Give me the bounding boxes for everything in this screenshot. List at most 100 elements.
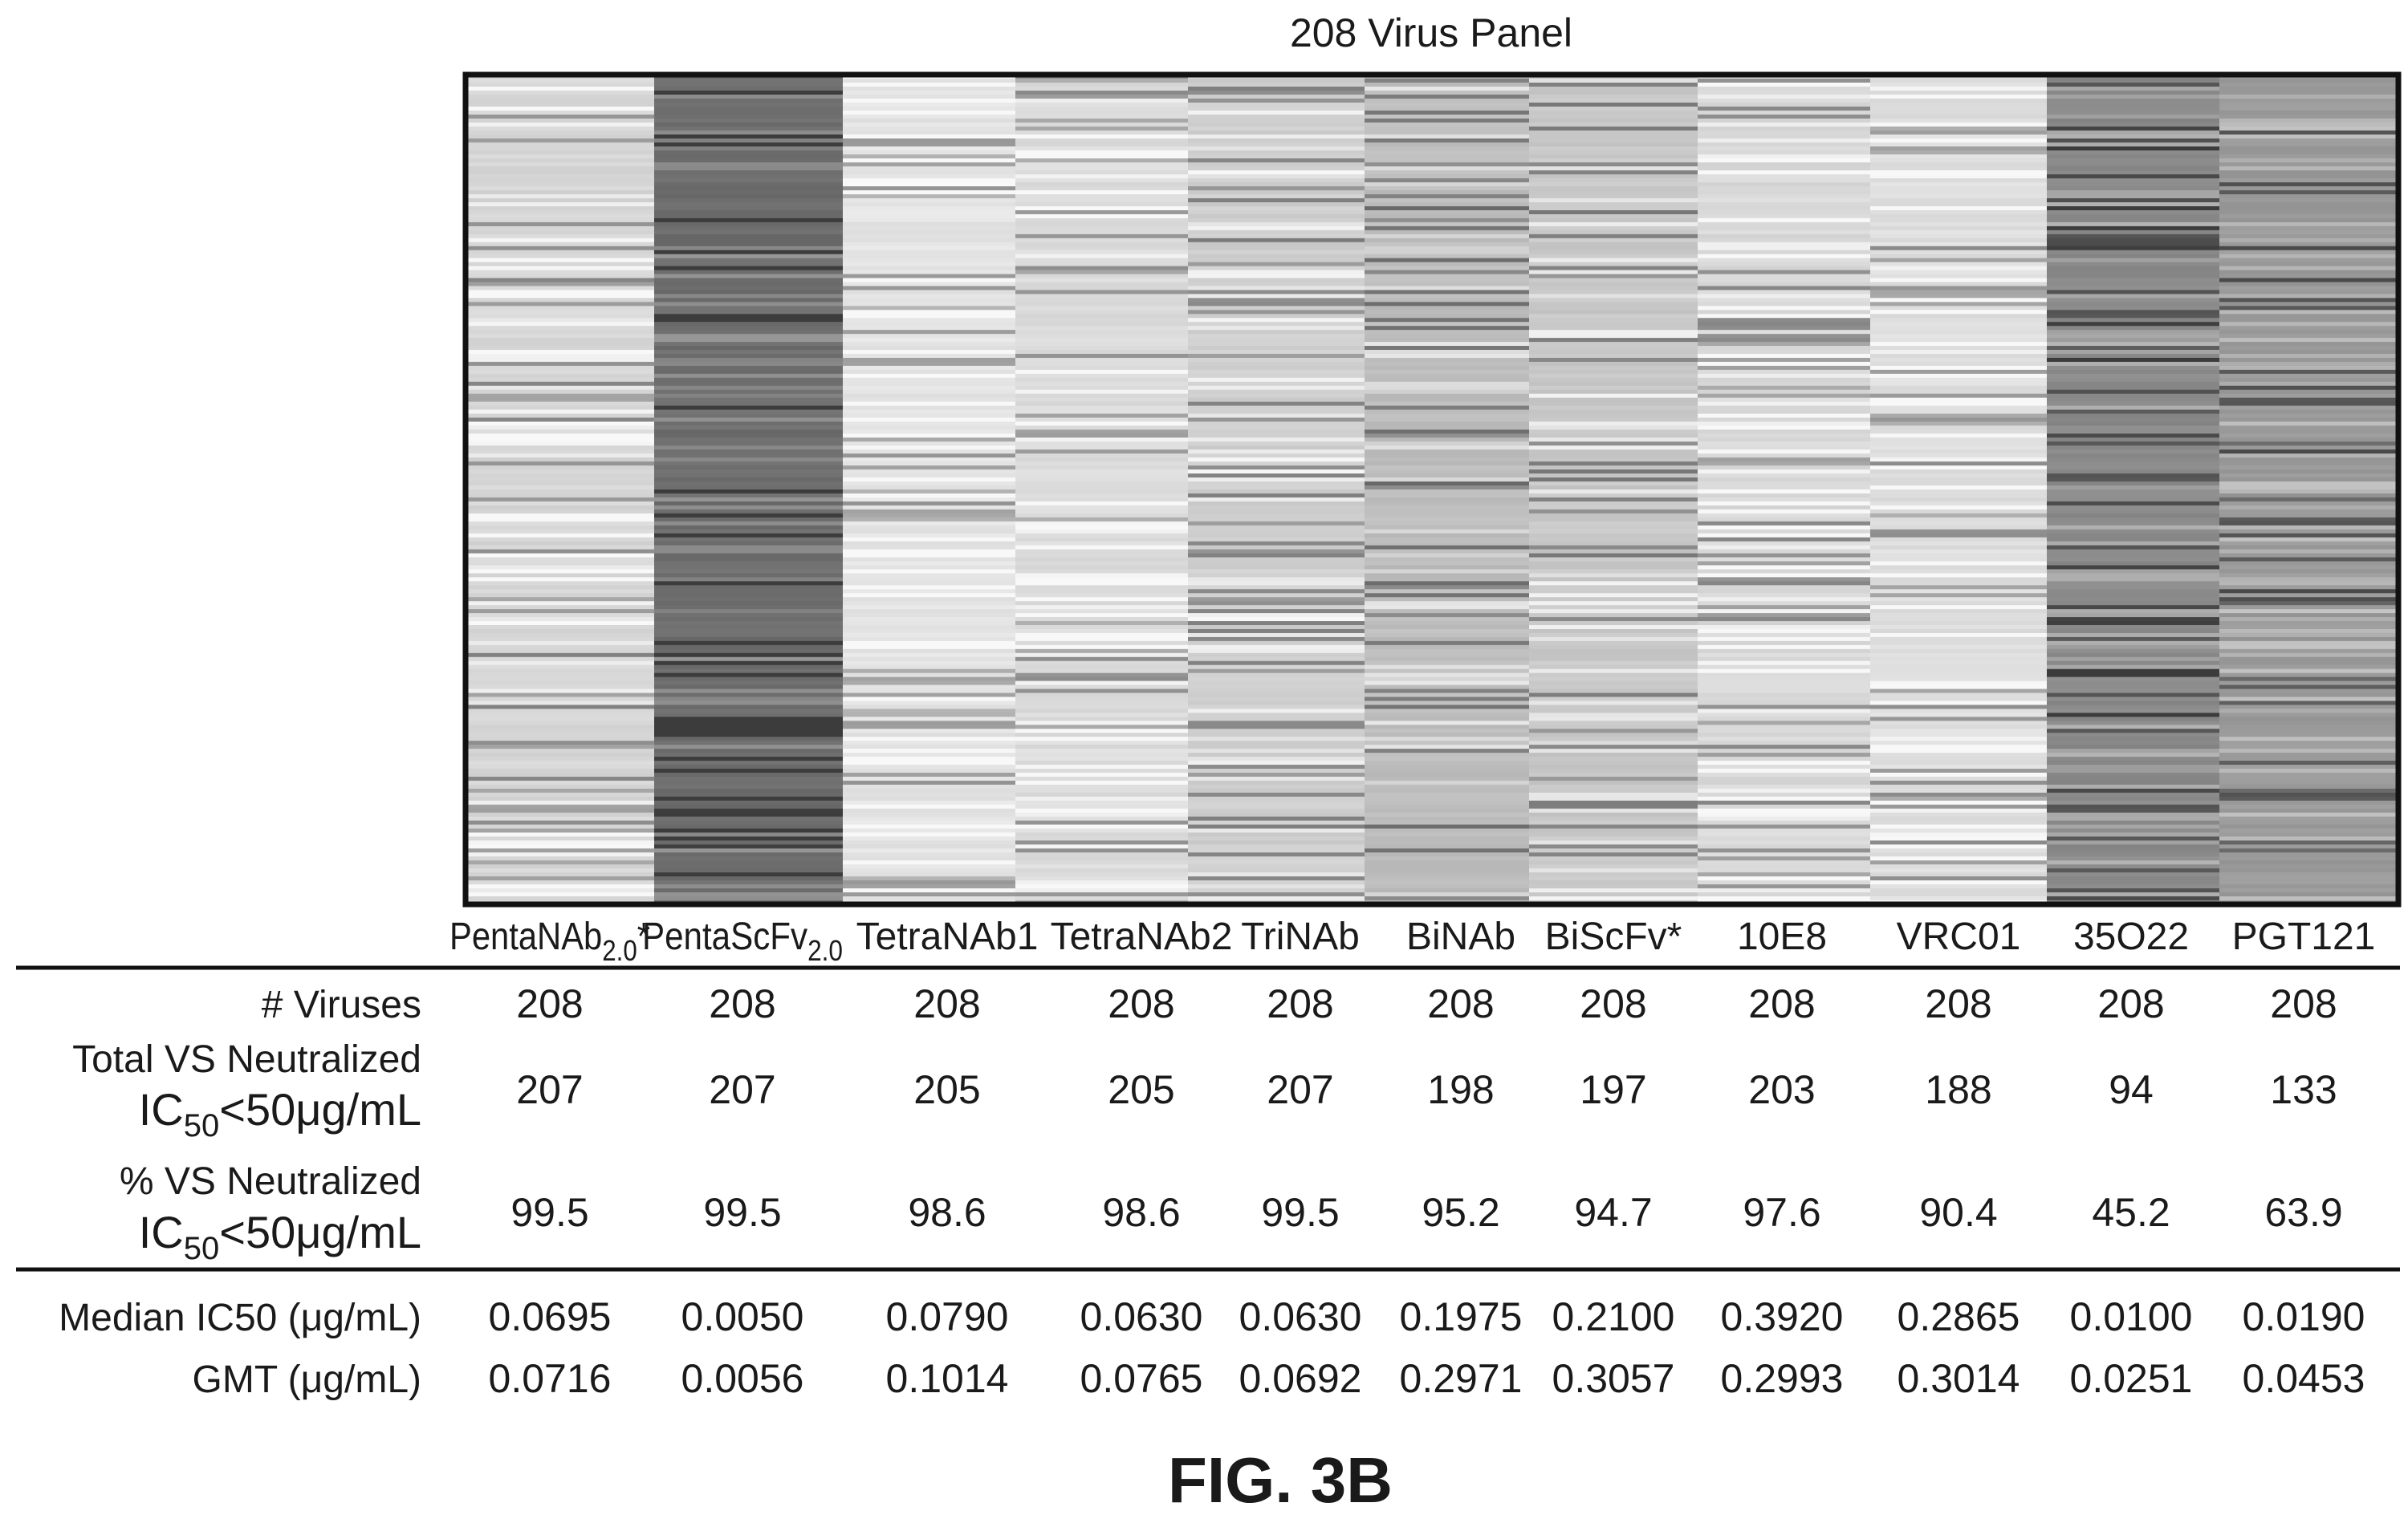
heatmap-cell [1870, 868, 2047, 873]
heatmap-cell [1188, 640, 1365, 646]
heatmap-cell [843, 668, 1015, 674]
heatmap-cell [1870, 688, 2047, 694]
heatmap-cell [1015, 804, 1188, 810]
heatmap-cell [1188, 660, 1365, 666]
heatmap-cell [1698, 749, 1870, 753]
heatmap-cell [1870, 246, 2047, 251]
heatmap-cell [1529, 433, 1698, 438]
heatmap-cell [2047, 234, 2219, 239]
heatmap-cell [1365, 561, 1529, 567]
heatmap-cell [2047, 721, 2219, 725]
heatmap-cell [2219, 896, 2398, 901]
heatmap-cell [466, 828, 654, 834]
heatmap-cell [1870, 86, 2047, 91]
heatmap-cell [2219, 721, 2398, 725]
heatmap-cell [843, 82, 1015, 87]
heatmap-cell [1698, 796, 1870, 802]
heatmap-cell [1870, 513, 2047, 518]
heatmap-cell [843, 282, 1015, 287]
heatmap-cell [654, 513, 843, 518]
heatmap-cell [1870, 820, 2047, 826]
heatmap-cell [2219, 221, 2398, 227]
heatmap-cell [466, 844, 654, 850]
heatmap-cell [1015, 852, 1188, 857]
heatmap-cell [1365, 134, 1529, 140]
heatmap-cell [1698, 868, 1870, 873]
heatmap-cell [843, 761, 1015, 766]
heatmap-cell [843, 896, 1015, 901]
heatmap-cell [1015, 672, 1188, 678]
table-cell: 45.2 [2092, 1190, 2170, 1235]
heatmap-cell [843, 465, 1015, 470]
heatmap-cell [1870, 497, 2047, 502]
heatmap-cell [1188, 565, 1365, 571]
heatmap-cell [654, 860, 843, 865]
heatmap-cell [1188, 668, 1365, 674]
heatmap-cell [843, 213, 1015, 219]
heatmap-cell [2219, 864, 2398, 869]
heatmap-cell [1698, 852, 1870, 857]
heatmap-column [1188, 75, 1365, 904]
heatmap-cell [843, 701, 1015, 706]
heatmap-cell [1870, 469, 2047, 474]
heatmap-cell [2219, 597, 2398, 602]
heatmap-cell [2047, 365, 2219, 371]
heatmap-cell [1188, 864, 1365, 869]
heatmap-cell [1529, 541, 1698, 546]
heatmap-cell [1529, 776, 1698, 782]
heatmap-cell [1698, 721, 1870, 725]
heatmap-cell [1015, 621, 1188, 626]
heatmap-cell [1529, 497, 1698, 502]
heatmap-cell [1698, 106, 1870, 112]
heatmap-cell [1015, 286, 1188, 291]
heatmap-cell [843, 840, 1015, 846]
heatmap-cell [1188, 684, 1365, 690]
heatmap-cell [1365, 290, 1529, 295]
heatmap-cell [1870, 369, 2047, 375]
heatmap-cell [1698, 393, 1870, 399]
heatmap-cell [1015, 174, 1188, 179]
heatmap-cell [1015, 680, 1188, 686]
heatmap-cell [654, 405, 843, 411]
heatmap-cell [1698, 844, 1870, 850]
heatmap-cell [1698, 529, 1870, 534]
heatmap-cell [1698, 832, 1870, 838]
heatmap-cell [1188, 106, 1365, 112]
heatmap-cell [1015, 178, 1188, 183]
heatmap-cell [843, 713, 1015, 717]
heatmap-cell [843, 705, 1015, 710]
heatmap-cell [843, 593, 1015, 598]
table-cell: 0.0630 [1239, 1294, 1362, 1339]
heatmap-cell [2219, 497, 2398, 502]
heatmap-cell [1015, 876, 1188, 881]
heatmap-cell [466, 628, 654, 634]
heatmap-cell [654, 625, 843, 630]
heatmap-cell [1365, 625, 1529, 630]
heatmap-cell [2219, 733, 2398, 737]
heatmap-cell [1365, 820, 1529, 826]
heatmap-cell [1870, 621, 2047, 626]
heatmap-cell [2219, 258, 2398, 263]
heatmap-cell [843, 892, 1015, 897]
heatmap-cell [1365, 553, 1529, 558]
heatmap-cell [2219, 660, 2398, 666]
heatmap-cell [1870, 672, 2047, 678]
heatmap-cell [1529, 381, 1698, 387]
heatmap-cell [2047, 290, 2219, 295]
heatmap-cell [1870, 266, 2047, 271]
heatmap-cell [843, 409, 1015, 415]
heatmap-cell [1698, 298, 1870, 303]
heatmap-cell [466, 648, 654, 654]
heatmap-cell [1015, 98, 1188, 104]
heatmap-cell [654, 816, 843, 822]
heatmap-cell [1365, 238, 1529, 243]
heatmap-cell [1015, 721, 1188, 725]
heatmap-cell [1698, 417, 1870, 423]
heatmap-cell [2047, 106, 2219, 112]
heatmap-cell [654, 242, 843, 247]
heatmap-cell [654, 856, 843, 861]
heatmap-cell [1365, 122, 1529, 128]
heatmap-cell [1698, 864, 1870, 869]
heatmap-cell [1188, 828, 1365, 834]
heatmap-cell [466, 733, 654, 737]
